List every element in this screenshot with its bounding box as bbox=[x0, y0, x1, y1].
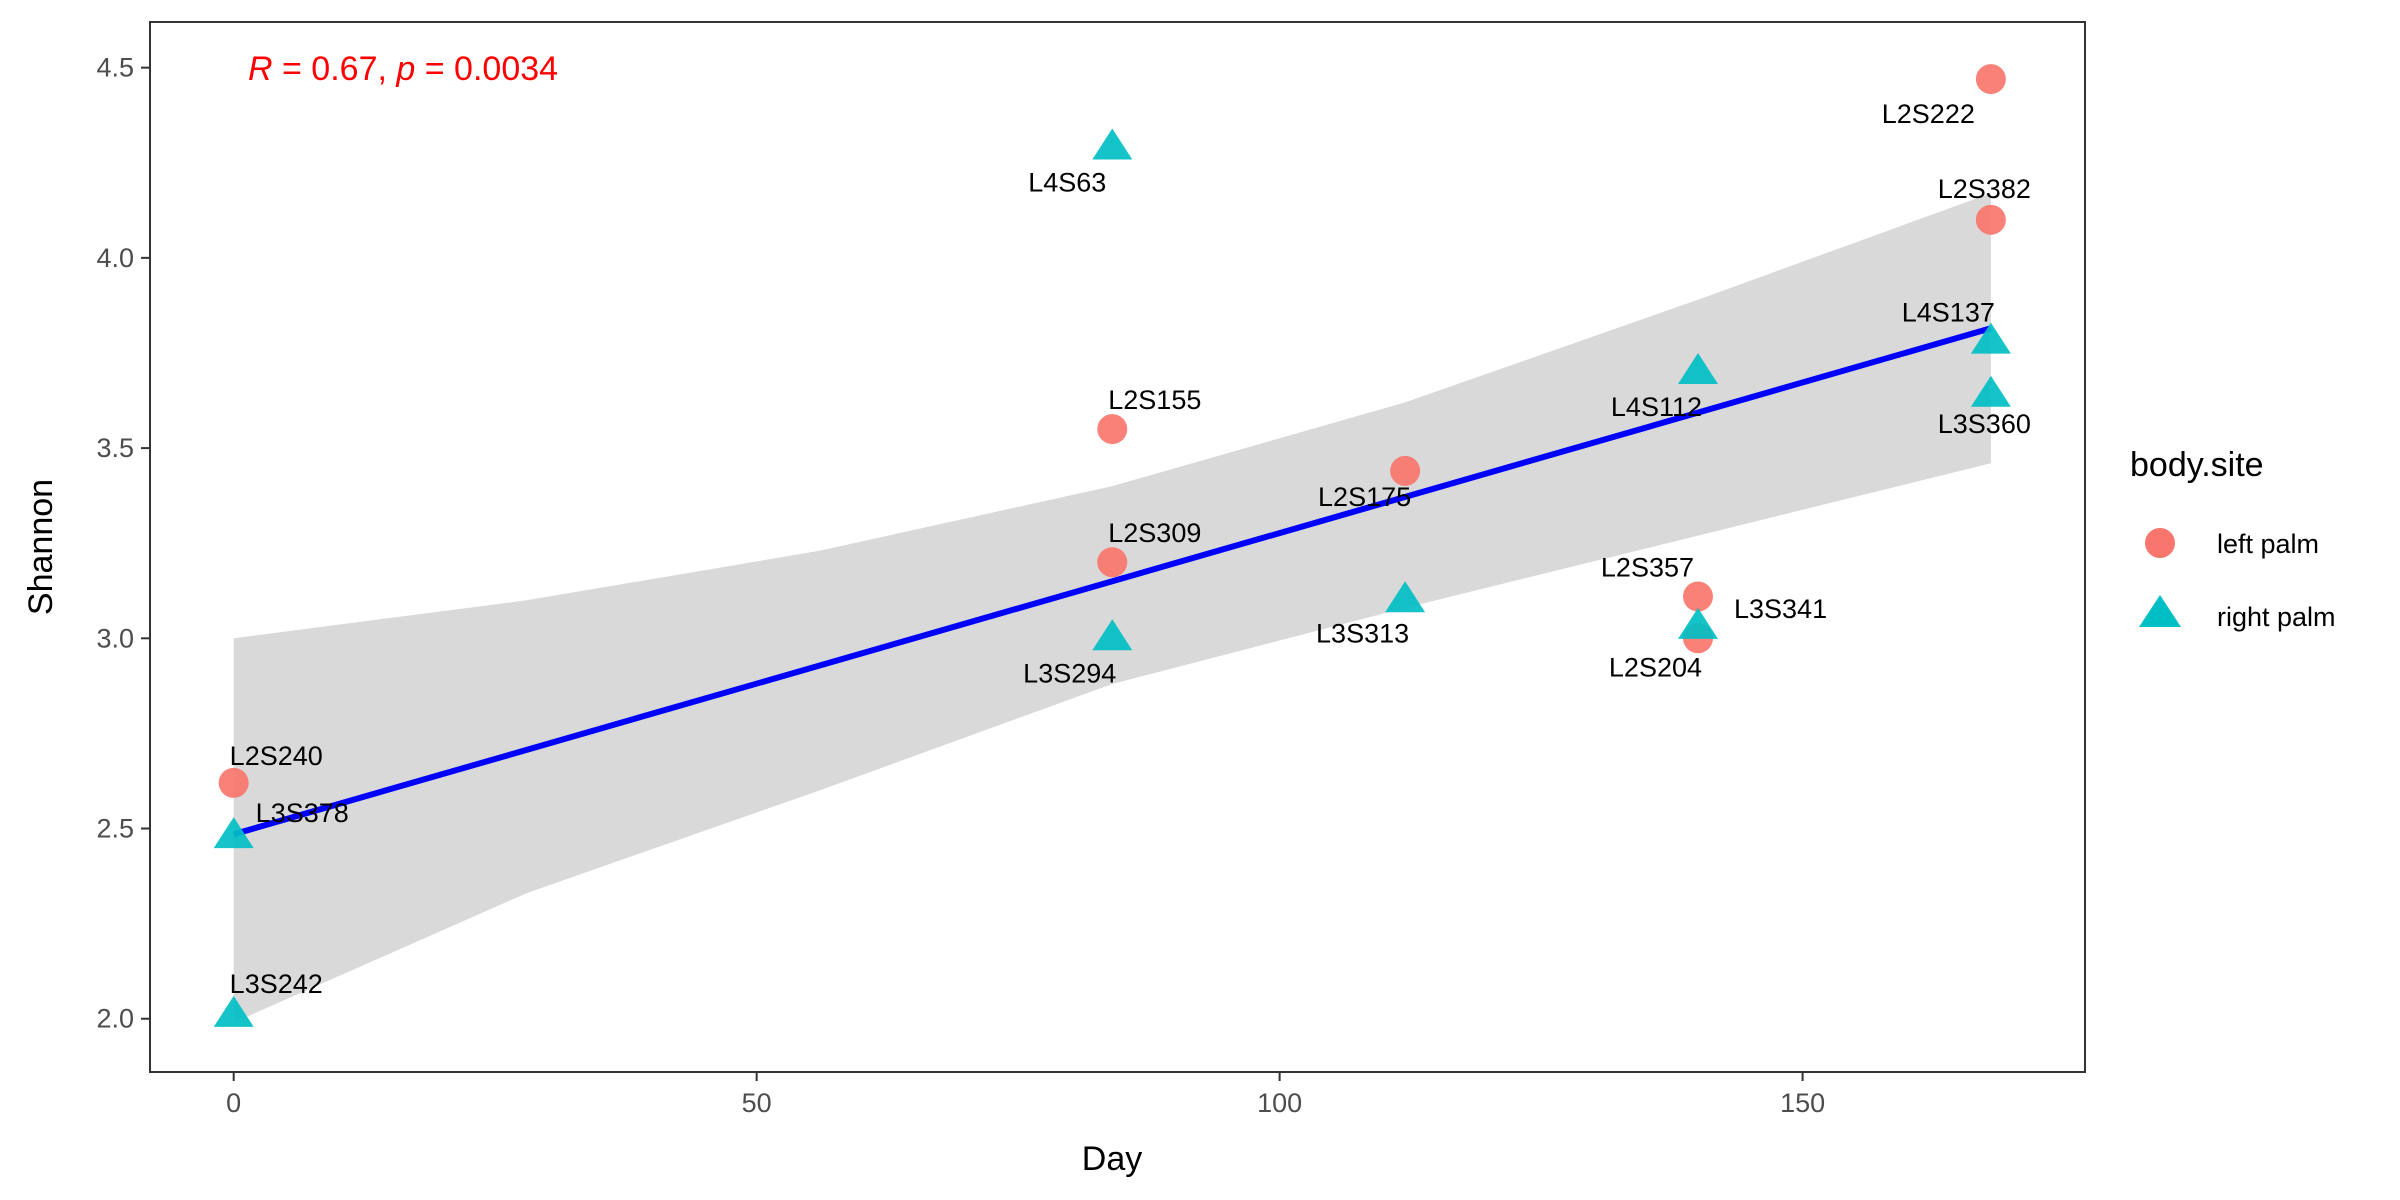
point-label-L4S112: L4S112 bbox=[1611, 392, 1702, 422]
point-label-L3S294: L3S294 bbox=[1023, 658, 1116, 688]
y-tick-label: 4.5 bbox=[96, 53, 134, 83]
point-label-L3S341: L3S341 bbox=[1734, 594, 1827, 624]
legend-key-left-palm bbox=[2145, 528, 2175, 558]
point-label-L2S240: L2S240 bbox=[230, 741, 323, 771]
legend-label-right-palm: right palm bbox=[2217, 602, 2336, 632]
p-symbol: p bbox=[395, 50, 415, 88]
r-symbol: R bbox=[248, 50, 273, 88]
point-labels-layer: L2S240 L2S155 L2S309 L2S175 L2S357 L2S204 L2S2… bbox=[230, 99, 2031, 999]
point-L2S309 bbox=[1097, 547, 1128, 578]
point-L4S137 bbox=[1970, 322, 2011, 354]
point-label-L2S175: L2S175 bbox=[1318, 482, 1411, 512]
point-L3S313 bbox=[1385, 581, 1426, 613]
point-L3S242 bbox=[213, 995, 254, 1027]
legend-key-right-palm bbox=[2139, 595, 2181, 627]
p-value: = 0.0034 bbox=[415, 50, 558, 88]
x-tick-label: 100 bbox=[1257, 1088, 1302, 1118]
y-tick-label: 2.5 bbox=[96, 814, 134, 844]
point-label-L3S378: L3S378 bbox=[256, 798, 349, 828]
x-axis-title: Day bbox=[1082, 1140, 1142, 1178]
legend: body.site left palm right palm bbox=[2130, 446, 2336, 632]
legend-title: body.site bbox=[2130, 446, 2264, 484]
point-label-L2S222: L2S222 bbox=[1882, 99, 1975, 129]
point-L3S378 bbox=[213, 817, 254, 849]
point-label-L2S382: L2S382 bbox=[1938, 174, 2031, 204]
regression-line-layer bbox=[232, 325, 1992, 838]
x-axis: 0 50 100 150 bbox=[226, 1072, 1825, 1118]
point-label-L3S360: L3S360 bbox=[1938, 409, 2031, 439]
point-label-L4S137: L4S137 bbox=[1902, 298, 1995, 328]
point-L3S341 bbox=[1678, 607, 1718, 639]
y-tick-label: 2.0 bbox=[96, 1004, 134, 1034]
y-tick-label: 4.0 bbox=[96, 243, 134, 273]
point-L4S63 bbox=[1092, 128, 1133, 160]
point-L3S294 bbox=[1092, 619, 1133, 651]
point-label-L4S63: L4S63 bbox=[1028, 168, 1106, 198]
point-L2S240 bbox=[218, 767, 249, 798]
point-L2S155 bbox=[1097, 414, 1128, 445]
correlation-annotation: R = 0.67, p = 0.0034 bbox=[248, 50, 558, 88]
point-label-L2S155: L2S155 bbox=[1108, 385, 1201, 415]
point-L4S112 bbox=[1678, 353, 1718, 384]
point-label-L3S313: L3S313 bbox=[1316, 618, 1409, 648]
legend-label-left-palm: left palm bbox=[2217, 529, 2319, 559]
point-L3S360 bbox=[1970, 375, 2011, 407]
confidence-band bbox=[233, 193, 1991, 1023]
y-tick-label: 3.5 bbox=[96, 433, 134, 463]
x-tick-label: 50 bbox=[742, 1088, 772, 1118]
panel-border bbox=[149, 21, 2086, 1073]
point-L2S175 bbox=[1390, 455, 1421, 486]
point-label-L2S204: L2S204 bbox=[1609, 652, 1702, 682]
points-layer bbox=[213, 64, 2011, 1027]
point-L2S357 bbox=[1683, 581, 1713, 612]
confidence-band-layer bbox=[233, 193, 1991, 1023]
y-tick-label: 3.0 bbox=[96, 623, 134, 653]
point-L2S382 bbox=[1975, 204, 2006, 235]
x-tick-label: 0 bbox=[226, 1088, 241, 1118]
y-axis: 2.0 2.5 3.0 3.5 4.0 4.5 bbox=[96, 53, 150, 1034]
x-tick-label: 150 bbox=[1780, 1088, 1825, 1118]
point-label-L2S309: L2S309 bbox=[1108, 518, 1201, 548]
y-axis-title: Shannon bbox=[22, 479, 60, 615]
point-label-L3S242: L3S242 bbox=[230, 969, 323, 999]
regression-line bbox=[232, 325, 1992, 838]
point-L2S222 bbox=[1975, 64, 2006, 95]
point-label-L2S357: L2S357 bbox=[1601, 552, 1694, 582]
r-value: = 0.67, bbox=[273, 50, 397, 88]
